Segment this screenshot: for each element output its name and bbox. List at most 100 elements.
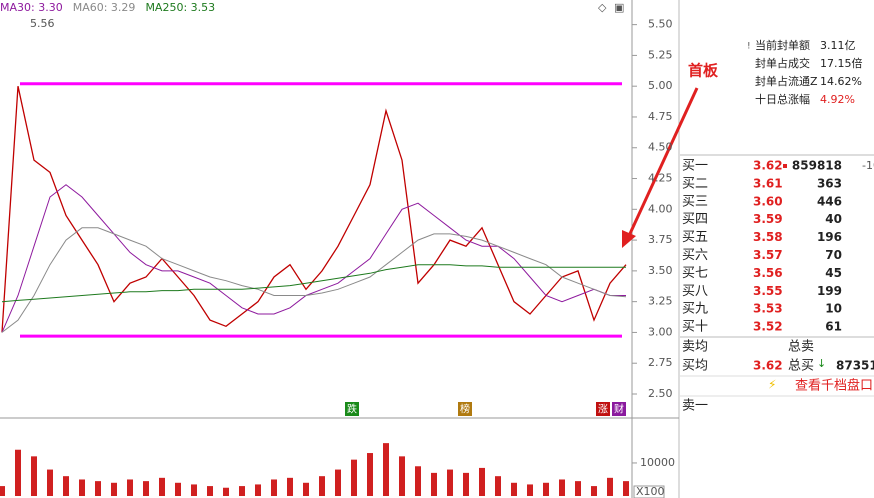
info-value: 3.11亿: [820, 39, 856, 52]
marker-box: [345, 402, 359, 416]
volume-bar: [527, 484, 533, 496]
volume-bar: [47, 469, 53, 496]
volume-bar: [175, 482, 181, 496]
y-tick-label: 3.75: [648, 233, 673, 246]
marker: 涨: [598, 404, 608, 416]
volume-bar: [511, 482, 517, 496]
bid-label: 买十: [682, 320, 708, 335]
bid-label: 买四: [682, 212, 708, 227]
total-buy-value: 87351: [836, 359, 874, 373]
volume-bar: [255, 484, 261, 496]
volume-bar: [143, 481, 149, 496]
info-label: 封单占流通Z: [755, 74, 818, 88]
volume-bar: [415, 466, 421, 496]
bid-flag: [783, 164, 787, 168]
volume-bar: [191, 484, 197, 496]
icon[interactable]: ▣: [614, 1, 624, 14]
link[interactable]: 查看千档盘口: [795, 378, 873, 394]
volume-bar: [0, 486, 5, 496]
volume-bar: [31, 456, 37, 496]
bid-volume: 196: [817, 230, 842, 244]
volume-bar: [239, 486, 245, 496]
volume-bar: [63, 476, 69, 496]
info-label: 十日总涨幅: [755, 92, 810, 106]
info-icon: !: [747, 42, 751, 52]
y-tick-label: 3.25: [648, 295, 673, 308]
volume-bar: [159, 477, 165, 496]
volume-bar: [287, 477, 293, 496]
sell-avg-label: 卖均: [682, 340, 708, 355]
bid-label: 买一: [682, 159, 708, 174]
volume-bar: [463, 472, 469, 496]
volume-bar: [431, 472, 437, 496]
volume-bar: [575, 481, 581, 496]
volume-bar: [319, 476, 325, 496]
icon[interactable]: ◇: [598, 1, 607, 14]
volume-bar: [95, 481, 101, 496]
bid-price: 3.58: [753, 230, 783, 244]
volume-bar: [607, 477, 613, 496]
volume-bar: [495, 476, 501, 496]
total-sell-label: 总卖: [788, 340, 814, 355]
volume-bar: [591, 486, 597, 496]
bid-label: 买七: [682, 266, 708, 281]
y-tick-label: 2.50: [648, 387, 673, 400]
down-arrow: ↓: [817, 357, 826, 370]
volume-bar: [223, 487, 229, 496]
bid-label: 买二: [682, 176, 708, 191]
bid-volume: 859818: [792, 159, 842, 173]
bid-price: 3.61: [753, 176, 783, 190]
info-value: 17.15倍: [820, 56, 863, 70]
legend-entry: MA60: 3.29: [73, 1, 136, 14]
volume-bar: [111, 482, 117, 496]
series-line: [1, 86, 627, 333]
bid-price: 3.55: [753, 284, 783, 298]
unit-label: X100: [636, 485, 665, 498]
total-buy-label: 总买: [788, 359, 814, 374]
legend-entry: MA30: 3.30: [0, 1, 63, 14]
y-tick-label: 4.00: [648, 202, 673, 215]
volume-bar: [479, 467, 485, 496]
info-value: 14.62%: [820, 75, 862, 88]
volume-bar: [335, 469, 341, 496]
volume-bar: [559, 479, 565, 496]
y-tick-label: 3.00: [648, 325, 673, 338]
bid-label: 买五: [682, 230, 708, 245]
y-tick-label: 5.25: [648, 48, 673, 61]
volume-bar: [367, 453, 373, 496]
marker: 跌: [347, 403, 357, 416]
bid-volume: 61: [825, 320, 842, 334]
marker-box: [612, 402, 626, 416]
marker: 财: [614, 403, 624, 416]
volume-bar: [303, 482, 309, 496]
bid-label: 买三: [682, 194, 708, 209]
callout: 首板: [688, 62, 719, 80]
info-value: 4.92%: [820, 93, 855, 106]
bid-label: 买八: [682, 284, 708, 299]
bid-price: 3.57: [753, 248, 783, 262]
volume-bar: [207, 486, 213, 496]
info-label: 当前封单额: [755, 38, 810, 52]
bid-volume: 199: [817, 284, 842, 298]
arrow-head: [622, 230, 636, 248]
y-tick-label: 5.00: [648, 79, 673, 92]
series-line: [1, 264, 626, 303]
volume-bar: [623, 481, 629, 496]
series-line: [1, 184, 626, 333]
ask-label: 卖一: [682, 399, 708, 414]
y-tick-label: 4.75: [648, 110, 673, 123]
bid-label: 买九: [682, 302, 708, 317]
info-label: 封单占成交: [755, 56, 810, 70]
marker: 榜: [460, 403, 470, 416]
volume-bar: [15, 449, 21, 496]
bid-volume: 10: [825, 302, 842, 316]
unit-box: [633, 485, 665, 498]
bid-label: 买六: [682, 248, 708, 263]
icon: ⚡: [768, 378, 776, 392]
y-tick-label: 3.50: [648, 264, 673, 277]
legend-entry: MA250: 3.53: [145, 1, 215, 14]
volume-bar: [447, 469, 453, 496]
y-tick-label: 10000: [640, 456, 675, 469]
